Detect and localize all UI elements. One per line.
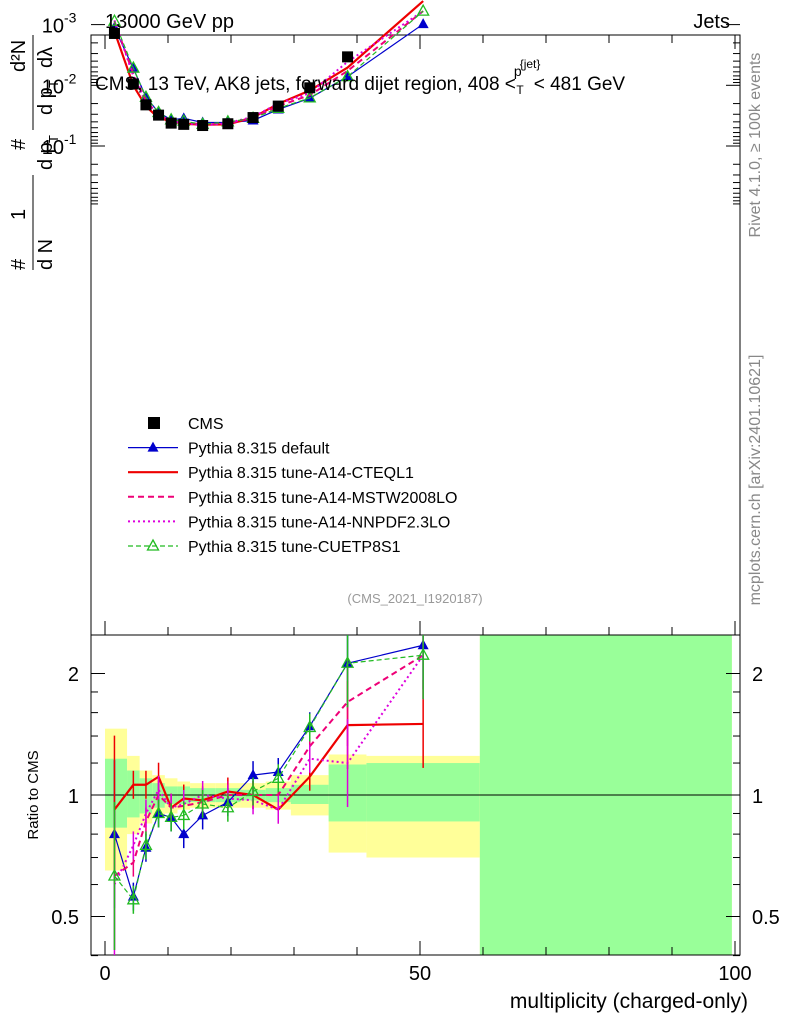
cms-point-8 bbox=[247, 112, 259, 124]
cms-point-3 bbox=[153, 109, 165, 121]
header-left: 13000 GeV pp bbox=[105, 11, 234, 33]
svg-text:T: T bbox=[46, 135, 61, 143]
x-tick-label-0: 0 bbox=[99, 963, 110, 985]
main-marker-5-10 bbox=[303, 90, 317, 103]
svg-text:d p: d p bbox=[35, 87, 57, 115]
ratio-marker-4-4 bbox=[164, 810, 178, 823]
legend-label-0: CMS bbox=[188, 416, 224, 433]
legend-marker-5 bbox=[146, 538, 160, 551]
y-tick-exp--1: -1 bbox=[64, 131, 77, 147]
ratio-tick-1-right: 1 bbox=[752, 786, 763, 808]
ratio-marker-4-9 bbox=[271, 770, 285, 783]
main-marker-5-12 bbox=[416, 3, 430, 16]
main-marker-5-11 bbox=[340, 69, 355, 82]
cms-point-11 bbox=[342, 51, 354, 63]
x-tick-label-100: 100 bbox=[718, 963, 751, 985]
ratio-tick-05-left: 0.5 bbox=[51, 907, 79, 929]
main-series bbox=[107, 0, 430, 132]
ratio-series-clipped bbox=[107, 635, 430, 955]
y-tick-label--2: 10 bbox=[42, 76, 64, 98]
x-axis-label: multiplicity (charged-only) bbox=[510, 990, 748, 1013]
svg-text:d p: d p bbox=[35, 142, 57, 170]
rivet-label: Rivet 4.1.0, ≥ 100k events bbox=[747, 53, 764, 238]
y-tick-exp--2: -2 bbox=[64, 70, 77, 86]
ratio-marker-4-12 bbox=[416, 647, 430, 660]
mcplots-label: mcplots.cern.ch [arXiv:2401.10621] bbox=[747, 355, 764, 606]
cms-point-0 bbox=[108, 27, 120, 39]
cms-point-9 bbox=[272, 100, 284, 112]
ratio-marker-4-6 bbox=[196, 796, 210, 809]
ratio-tick-05-right: 0.5 bbox=[752, 907, 780, 929]
cms-point-1 bbox=[127, 78, 139, 90]
cms-point-6 bbox=[197, 120, 209, 132]
svg-text:d²N: d²N bbox=[8, 40, 30, 72]
ratio-marker-4-3 bbox=[151, 806, 166, 819]
ratio-marker-0-5 bbox=[178, 828, 190, 839]
ratio-series bbox=[107, 635, 430, 955]
svg-text:d N: d N bbox=[35, 239, 57, 270]
y-tick-exp--3: -3 bbox=[64, 10, 77, 26]
main-marker-5-0 bbox=[107, 13, 122, 26]
legend-marker-1 bbox=[147, 441, 159, 452]
main-y-axis-label: # 1 d N # d p T d²N d p T dλ bbox=[8, 35, 61, 270]
x-tick-label-50: 50 bbox=[409, 963, 431, 985]
legend-label-2: Pythia 8.315 tune-A14-CTEQL1 bbox=[188, 465, 414, 482]
ratio-marker-4-11 bbox=[340, 655, 355, 668]
legend-marker-0 bbox=[148, 417, 160, 429]
ratio-marker-4-0 bbox=[107, 868, 122, 881]
svg-text:1: 1 bbox=[8, 209, 30, 220]
legend-label-3: Pythia 8.315 tune-A14-MSTW2008LO bbox=[188, 490, 457, 507]
header-right: Jets bbox=[693, 11, 730, 33]
plot-title: CMS, 13 TeV, AK8 jets, forward dijet reg… bbox=[95, 57, 625, 97]
ratio-marker-4-5 bbox=[177, 808, 191, 821]
ratio-marker-4-2 bbox=[139, 838, 153, 851]
ratio-marker-4-1 bbox=[126, 892, 140, 905]
cms-point-10 bbox=[304, 82, 316, 94]
ratio-marker-4-8 bbox=[246, 784, 260, 797]
svg-text:#: # bbox=[8, 138, 30, 150]
ratio-tick-2-right: 2 bbox=[752, 664, 763, 686]
y-tick-label--1: 10 bbox=[42, 137, 64, 159]
cms-point-4 bbox=[165, 117, 177, 129]
ratio-marker-4-7 bbox=[221, 800, 235, 813]
y-tick-label--3: 10 bbox=[42, 16, 64, 38]
ratio-marker-0-8 bbox=[247, 769, 259, 780]
ratio-tick-1-left: 1 bbox=[68, 786, 79, 808]
svg-text:T: T bbox=[46, 80, 61, 88]
main-marker-5-1 bbox=[126, 60, 140, 73]
analysis-id: (CMS_2021_I1920187) bbox=[347, 591, 482, 606]
main-y-tick-labels: 10-110-210-310-410-510-610-710-810-9 bbox=[42, 10, 77, 159]
cms-point-2 bbox=[140, 99, 152, 111]
legend-label-1: Pythia 8.315 default bbox=[188, 441, 330, 458]
axis-ticks bbox=[91, 24, 740, 957]
ratio-band-inner-0 bbox=[105, 758, 128, 828]
ratio-marker-4-10 bbox=[303, 720, 317, 733]
svg-text:dλ: dλ bbox=[35, 47, 57, 68]
cms-point-5 bbox=[178, 118, 190, 130]
ratio-band-inner-10 bbox=[290, 784, 329, 804]
ratio-tick-2-left: 2 bbox=[68, 664, 79, 686]
legend-label-4: Pythia 8.315 tune-A14-NNPDF2.3LO bbox=[188, 514, 450, 531]
cms-point-7 bbox=[222, 118, 234, 130]
legend-label-5: Pythia 8.315 tune-CUETP8S1 bbox=[188, 539, 401, 556]
ratio-band-inner-12 bbox=[366, 763, 480, 822]
main-marker-1-12 bbox=[417, 18, 429, 29]
svg-text:#: # bbox=[8, 258, 30, 270]
ratio-y-axis-label: Ratio to CMS bbox=[25, 750, 42, 839]
legend: CMS Pythia 8.315 default Pythia 8.315 tune… bbox=[128, 416, 457, 556]
